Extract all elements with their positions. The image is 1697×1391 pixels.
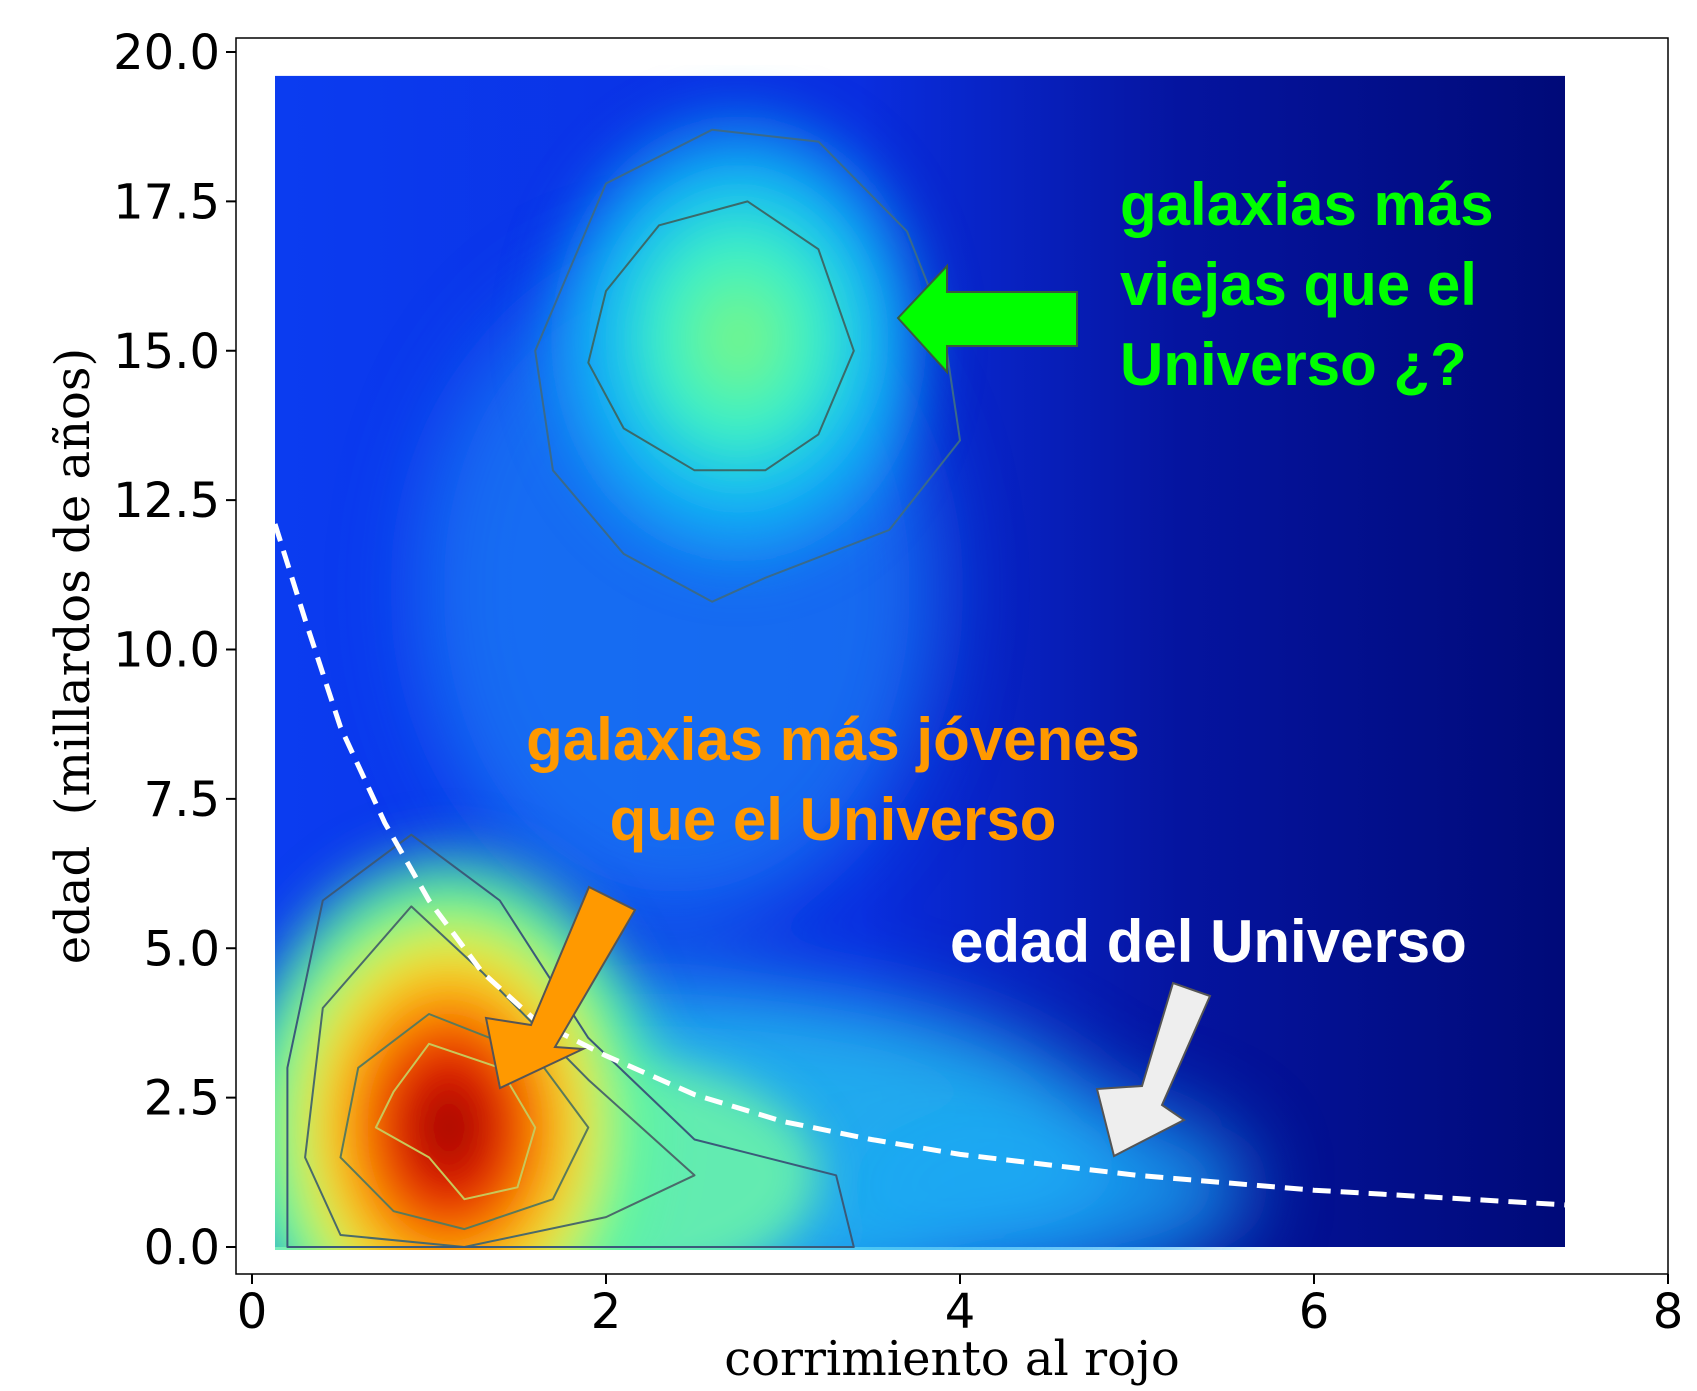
axis-ticks: 0 2 4 6 8 0.0 2.5 5.0 7.5 10.0 12.5 15.0 17.5 20.0 [113,25,1683,1340]
x-tick-label: 4 [945,1284,976,1340]
contour-line-3 [286,833,855,1248]
annotation-universe-age-line-1: edad del Universo [950,908,1467,975]
annotation-younger-line-2: que el Universo [610,786,1057,853]
y-tick-label: 17.5 [113,174,220,230]
annotation-older-line-1: galaxias más [1120,171,1494,238]
y-axis-label: edad (millardos de años) [45,348,101,965]
y-tick-label: 7.5 [144,772,220,828]
y-tick-label: 10.0 [113,623,220,679]
annotation-arrows [484,263,1212,1158]
universe-age-curve [272,523,1571,1208]
annotation-older-galaxies: galaxias más viejas que el Universo ¿? [1120,171,1494,398]
contour-line-5 [587,200,855,472]
x-tick-label: 0 [237,1284,268,1340]
x-axis-label: corrimiento al rojo [724,1331,1180,1387]
x-tick-label: 2 [591,1284,622,1340]
x-tick-label: 6 [1299,1284,1330,1340]
axes-frame [235,37,1669,1275]
white-arrow [1095,981,1212,1158]
x-tick-label: 8 [1653,1284,1684,1340]
y-tick-label: 15.0 [113,324,220,380]
y-tick-label: 0.0 [144,1220,220,1276]
peak-old [528,88,949,589]
y-tick-label: 12.5 [113,473,220,529]
contour-line-4 [534,128,961,603]
green-arrow [896,263,1078,375]
annotation-older-line-2: viejas que el [1120,251,1477,318]
glow-tail [848,1097,1249,1250]
density-heatmap [275,75,1565,1250]
y-tick-label: 5.0 [144,921,220,977]
annotation-universe-age: edad del Universo [950,908,1467,975]
annotation-older-line-3: Universo ¿? [1120,331,1467,398]
annotation-younger-line-1: galaxias más jóvenes [526,706,1140,773]
universe-age-curve-group [272,523,1571,1208]
y-tick-label: 2.5 [144,1071,220,1127]
y-tick-label: 20.0 [113,25,220,81]
orange-arrow [484,885,637,1090]
annotation-younger-galaxies: galaxias más jóvenes que el Universo [526,706,1140,853]
